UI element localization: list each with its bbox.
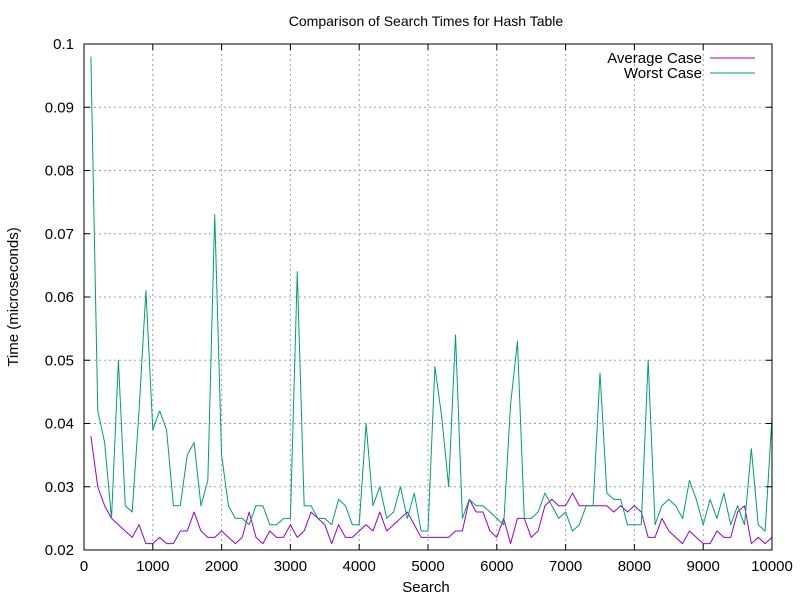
legend-label-average-case: Average Case	[607, 50, 702, 67]
x-tick-label: 5000	[411, 558, 444, 575]
axis-ticks	[83, 43, 773, 551]
y-tick-label: 0.07	[45, 226, 74, 243]
series-lines	[90, 56, 773, 545]
x-tick-label: 2000	[205, 558, 238, 575]
y-tick-label: 0.05	[45, 352, 74, 369]
series-line-average-case	[90, 436, 773, 545]
y-axis-label: Time (microseconds)	[5, 227, 22, 366]
grid	[84, 44, 772, 550]
y-tick-label: 0.03	[45, 479, 74, 496]
x-tick-label: 10000	[751, 558, 793, 575]
x-tick-label: 6000	[480, 558, 513, 575]
x-axis-label: Search	[402, 579, 450, 596]
x-tick-label: 9000	[687, 558, 720, 575]
series-line-worst-case	[90, 56, 773, 532]
x-tick-label: 7000	[549, 558, 582, 575]
y-tick-label: 0.09	[45, 99, 74, 116]
y-tick-label: 0.1	[53, 36, 74, 53]
y-tick-label: 0.06	[45, 289, 74, 306]
x-tick-label: 3000	[274, 558, 307, 575]
y-tick-label: 0.08	[45, 163, 74, 180]
y-tick-label: 0.04	[45, 416, 74, 433]
x-tick-label: 8000	[618, 558, 651, 575]
legend-label-worst-case: Worst Case	[624, 65, 702, 82]
y-tick-label: 0.02	[45, 542, 74, 559]
chart-title: Comparison of Search Times for Hash Tabl…	[289, 13, 564, 29]
x-tick-label: 4000	[343, 558, 376, 575]
x-tick-label: 0	[80, 558, 88, 575]
tick-labels: 0 1000 2000 3000 4000 5000 6000 7000 8000 9000 100…	[45, 36, 793, 575]
x-tick-label: 1000	[136, 558, 169, 575]
